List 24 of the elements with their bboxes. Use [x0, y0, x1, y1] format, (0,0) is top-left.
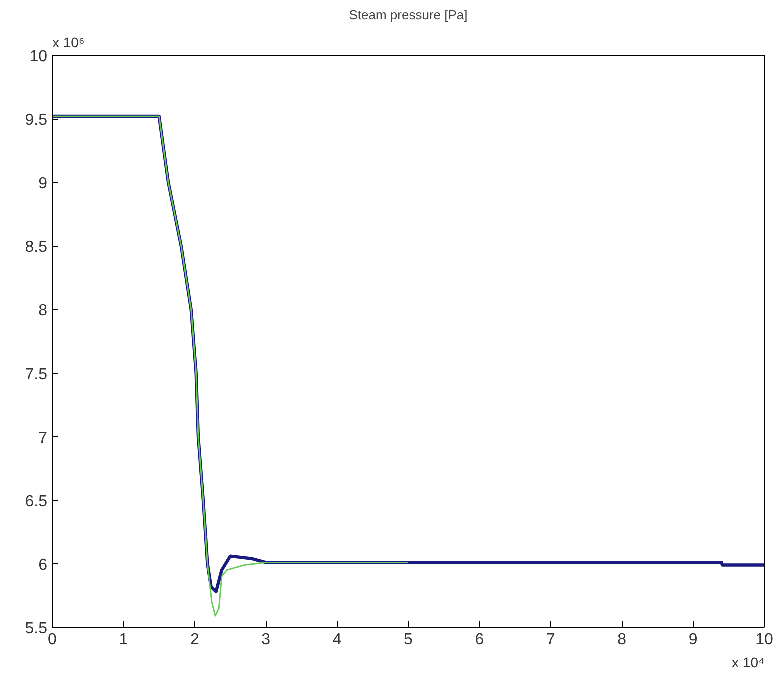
x-tick-label: 0 [48, 632, 58, 648]
y-tick-label: 6.5 [25, 493, 48, 510]
y-tick-label: 8.5 [25, 239, 48, 256]
x-tick-label: 1 [119, 632, 128, 648]
x-tick-label: 7 [546, 632, 556, 648]
y-tick-label: 6 [38, 556, 48, 574]
text: x 10⁴ [732, 654, 765, 670]
text: x 10⁶ [52, 34, 85, 50]
y-tick-label: 8 [38, 302, 48, 320]
x-tick-label: 8 [618, 632, 627, 648]
x-tick-label: 9 [688, 632, 698, 648]
x-tick-label: 6 [475, 632, 484, 648]
chart-title: Steam pressure [Pa] [349, 8, 468, 22]
y-tick-label: 7.5 [25, 366, 48, 384]
x-tick-label: 10 [756, 632, 774, 648]
x-tick-label: 4 [332, 632, 342, 648]
x-tick-label: 2 [190, 632, 200, 648]
x-tick-label: 5 [404, 632, 414, 648]
x-tick-label: 3 [262, 632, 271, 648]
y-tick-label: 10 [30, 48, 48, 66]
y-tick-label: 7 [38, 430, 48, 447]
y-tick-label: 5.5 [25, 620, 48, 638]
y-tick-label: 9.5 [25, 112, 48, 130]
y-tick-label: 9 [38, 176, 48, 193]
